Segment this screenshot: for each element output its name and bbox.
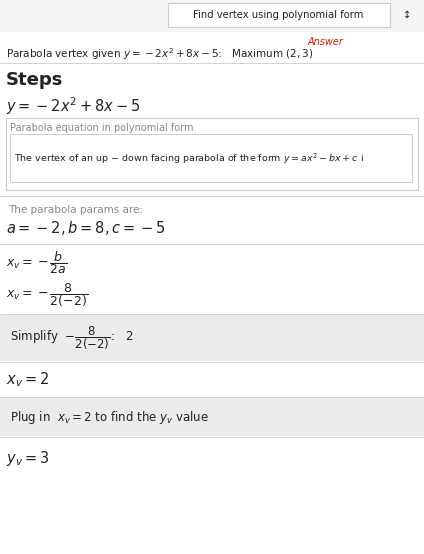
Bar [0,0,424,32]
Text: $x_v = 2$: $x_v = 2$ [6,371,49,389]
FancyBboxPatch shape [168,3,390,27]
Bar [0,315,424,361]
Bar [0,398,424,436]
Text: $a = -2, b = 8, c = -5$: $a = -2, b = 8, c = -5$ [6,219,166,237]
Text: Answer: Answer [308,37,344,47]
Text: Plug in  $x_v = 2$ to find the $y_v$ value: Plug in $x_v = 2$ to find the $y_v$ valu… [10,408,209,425]
Text: ↕: ↕ [403,10,411,20]
Text: $x_v = -\dfrac{b}{2a}$: $x_v = -\dfrac{b}{2a}$ [6,249,67,276]
Text: $y = -2x^2 + 8x - 5$: $y = -2x^2 + 8x - 5$ [6,95,140,117]
Text: Parabola equation in polynomial form: Parabola equation in polynomial form [10,123,193,133]
Text: The parabola params are:: The parabola params are: [8,205,143,215]
Text: Steps: Steps [6,71,63,89]
FancyBboxPatch shape [10,134,412,182]
Text: Simplify  $-\dfrac{8}{2(-2)}$:   $2$: Simplify $-\dfrac{8}{2(-2)}$: $2$ [10,324,134,352]
Text: $x_v = -\dfrac{8}{2(-2)}$: $x_v = -\dfrac{8}{2(-2)}$ [6,281,88,309]
Text: Find vertex using polynomial form: Find vertex using polynomial form [193,10,363,20]
Text: The vertex of an up $-$ down facing parabola of the form $y = ax^2 - bx + c$ i: The vertex of an up $-$ down facing para… [14,152,364,166]
FancyBboxPatch shape [6,118,418,190]
Text: $y_v = 3$: $y_v = 3$ [6,449,50,468]
Text: Parabola vertex given $y = -2x^2 + 8x - 5$:   Maximum $(2, 3)$: Parabola vertex given $y = -2x^2 + 8x - … [6,46,313,62]
